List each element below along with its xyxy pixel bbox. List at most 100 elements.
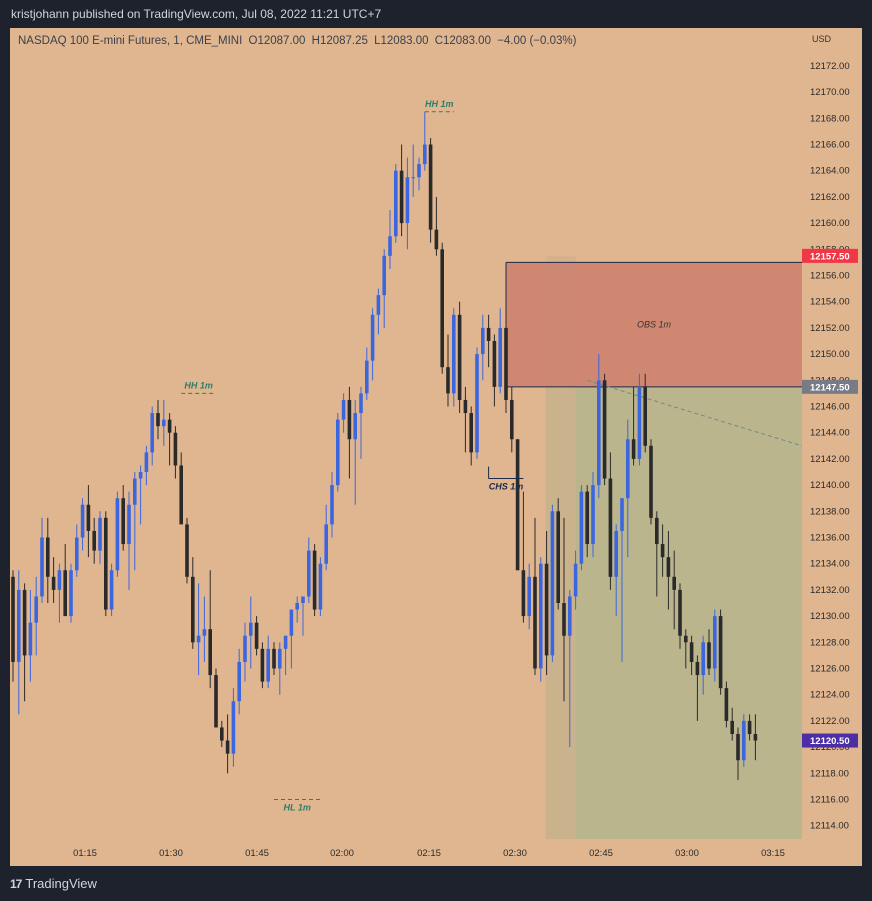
candle-body <box>75 537 79 571</box>
candle-body <box>365 360 369 394</box>
candle-body <box>225 740 230 754</box>
candle-body <box>573 563 578 597</box>
obs-zone-label: OBS 1m <box>637 320 672 330</box>
candle-body <box>539 563 543 669</box>
candle-body <box>249 622 253 636</box>
candle-body <box>86 504 91 531</box>
candle-body <box>399 170 404 224</box>
candle-body <box>457 314 462 400</box>
candle-body <box>736 734 740 761</box>
time-tick-label: 02:45 <box>589 848 613 859</box>
candle-body <box>312 550 317 610</box>
candle-body <box>40 537 44 597</box>
candle-body <box>214 675 218 728</box>
candle-body <box>718 616 723 689</box>
candle-body <box>684 635 688 643</box>
price-tick-label: 12120.00 <box>810 742 850 753</box>
candle-body <box>660 544 665 558</box>
price-tick-label: 12172.00 <box>810 61 850 72</box>
candle-body <box>597 380 601 486</box>
level-label: HH 1m <box>425 99 454 109</box>
price-tick-label: 12144.00 <box>810 428 850 439</box>
candle-body <box>440 249 444 368</box>
candle-body <box>237 661 241 702</box>
tradingview-logo[interactable]: 17 TradingView <box>10 876 97 891</box>
candle-body <box>521 570 526 617</box>
price-axis[interactable]: USD 12114.00 12116.00 12118.00 12120.00 1212… <box>802 28 862 866</box>
publisher-header: kristjohann published on TradingView.com… <box>0 0 872 28</box>
price-tick-label: 12128.00 <box>810 637 850 648</box>
level-label: HH 1m <box>184 380 213 390</box>
candle-body <box>278 648 282 669</box>
candle-body <box>556 511 560 603</box>
time-tick-label: 01:45 <box>245 848 269 859</box>
candle-body <box>28 622 33 656</box>
candle-body <box>156 413 160 427</box>
price-tick-label: 12122.00 <box>810 716 850 727</box>
candle-body <box>428 144 433 230</box>
time-axis[interactable]: 01:15 01:30 01:45 02:00 02:15 02:30 02:45 03:00… <box>10 839 802 866</box>
candle-body <box>11 576 15 662</box>
candle-body <box>260 648 265 682</box>
candle-body <box>614 530 618 577</box>
candle-body <box>51 576 56 590</box>
chart-area[interactable]: OBS 1m HH 1m HL 1m HH 1m CHS 1m NASDAQ 100 E… <box>10 28 862 866</box>
candle-body <box>17 589 21 662</box>
symbol-info-bar: NASDAQ 100 E-mini Futures, 1, CME_MINI O… <box>18 35 579 47</box>
candle-body <box>486 327 491 341</box>
candle-body <box>724 688 729 721</box>
candle-body <box>162 419 166 427</box>
candle-body <box>69 570 73 617</box>
candle-body <box>254 622 259 649</box>
time-axis-svg: 01:15 01:30 01:45 02:00 02:15 02:30 02:45 03:00… <box>73 848 785 859</box>
candle-body <box>80 504 85 538</box>
candle-body <box>498 327 502 387</box>
candle-body <box>620 498 624 531</box>
price-tick-label: 12138.00 <box>810 506 850 517</box>
candle-body <box>475 354 479 453</box>
price-tick-label: 12146.00 <box>810 402 850 413</box>
candle-body <box>347 399 352 440</box>
candle-body <box>133 478 137 505</box>
candle-body <box>185 524 189 577</box>
candle-body <box>109 570 114 610</box>
time-tick-label: 01:15 <box>73 848 97 859</box>
candle-body <box>359 393 363 414</box>
time-tick-label: 03:00 <box>675 848 699 859</box>
candle-body <box>150 413 154 453</box>
target-zone <box>573 386 802 839</box>
candle-body <box>608 478 613 577</box>
price-tick-label: 12134.00 <box>810 559 850 570</box>
currency-label: USD <box>812 34 832 44</box>
candle-body <box>376 295 381 315</box>
candle-body <box>423 144 427 165</box>
candle-body <box>63 570 67 617</box>
candle-body <box>307 550 311 597</box>
candle-body <box>191 576 195 643</box>
price-tick-label: 12132.00 <box>810 585 850 596</box>
candle-body <box>533 576 537 669</box>
candle-body <box>202 629 207 636</box>
candle-body <box>626 439 630 499</box>
candle-body <box>370 314 375 361</box>
candle-body <box>405 177 410 224</box>
chart-plot[interactable]: OBS 1m HH 1m HL 1m HH 1m CHS 1m <box>10 28 802 866</box>
candle-body <box>46 537 50 577</box>
candle-body <box>649 445 653 518</box>
candle-body <box>411 177 415 179</box>
candle-body <box>637 386 642 459</box>
price-axis-svg: 12114.00 12116.00 12118.00 12120.00 12122.00… <box>802 61 858 832</box>
candle-body <box>469 413 473 453</box>
tradingview-brand-text: TradingView <box>25 876 97 891</box>
candle-body <box>208 629 212 676</box>
candle-body <box>22 589 27 656</box>
symbol-name[interactable]: NASDAQ 100 E-mini Futures, 1, CME_MINI <box>18 35 243 47</box>
price-label-box <box>802 379 858 394</box>
candle-body <box>504 327 508 400</box>
price-label-text: 12120.50 <box>810 736 850 747</box>
candle-body <box>92 530 96 551</box>
candle-body <box>753 734 758 741</box>
candle-body <box>510 399 514 440</box>
price-tick-label: 12118.00 <box>810 768 849 779</box>
time-tick-label: 01:30 <box>159 848 183 859</box>
